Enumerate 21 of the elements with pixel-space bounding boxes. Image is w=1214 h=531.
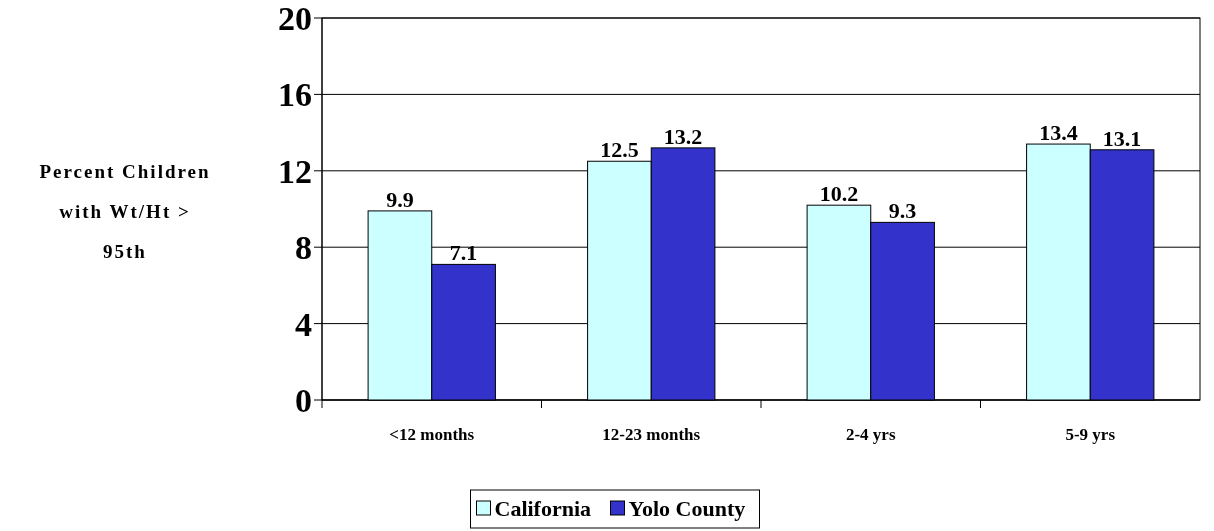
y-tick-label: 4: [295, 305, 312, 343]
data-label: 13.2: [663, 123, 703, 149]
data-label: 10.2: [819, 181, 859, 207]
y-tick-label: 0: [295, 381, 312, 419]
x-tick-label: 2-4 yrs: [845, 425, 896, 444]
y-tick-label: 16: [278, 76, 312, 114]
legend-label: California: [494, 496, 592, 521]
x-tick-label: 12-23 months: [602, 425, 701, 444]
y-axis-title: Percent Children with Wt/Ht > 95th: [39, 161, 211, 262]
data-label: 12.5: [600, 137, 639, 163]
data-label: 13.1: [1102, 125, 1142, 151]
data-label: 13.4: [1039, 120, 1078, 146]
x-tick-label: 5-9 yrs: [1065, 425, 1116, 444]
x-tick-label: <12 months: [389, 425, 475, 444]
y-tick-label: 20: [278, 0, 312, 37]
data-label: 7.1: [449, 240, 478, 266]
data-label: 9.3: [888, 198, 917, 224]
legend-label: Yolo County: [628, 496, 746, 521]
y-tick-label: 8: [295, 229, 312, 267]
data-label: 9.9: [386, 186, 414, 212]
y-tick-label: 12: [278, 152, 312, 190]
